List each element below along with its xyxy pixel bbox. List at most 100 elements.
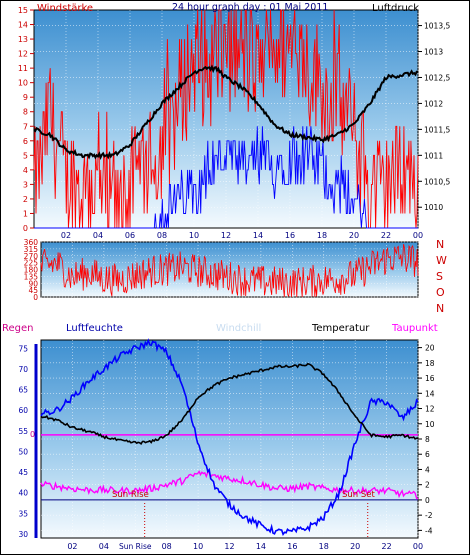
humidity-axis-tick-label: 45 — [18, 468, 28, 477]
temperature-axis-tick-label: 12 — [425, 405, 435, 414]
pressure-series-line — [33, 64, 418, 161]
legend-taupunkt: Taupunkt — [391, 323, 438, 334]
wind-axis-tick-label: 7 — [23, 122, 28, 131]
direction-axis-tick-label: 135 — [24, 272, 39, 281]
temp-time-axis-tick-label: 20 — [350, 542, 360, 551]
pressure-axis-tick-label: 1012,5 — [424, 73, 450, 82]
temp-time-axis-tick-label: 10 — [193, 542, 203, 551]
humidity-axis-tick-label: 60 — [18, 406, 28, 415]
temperature-axis-tick-label: 18 — [425, 359, 435, 368]
humidity-axis-tick-label: 75 — [18, 344, 28, 353]
wind-axis-tick-label: 15 — [18, 6, 28, 15]
dewpoint-series-line — [40, 470, 419, 500]
time-axis-tick-label: 06 — [125, 231, 135, 240]
legend-windchill: Windchill — [216, 323, 261, 334]
time-axis-tick-label: 02 — [61, 231, 71, 240]
temp-time-axis-tick-label: 16 — [287, 542, 297, 551]
temp-time-axis-tick-label: 14 — [256, 542, 266, 551]
wind-axis-tick-label: 13 — [18, 35, 28, 44]
wind-axis-tick-label: 3 — [23, 180, 28, 189]
pressure-axis-title: Luftdruck — [372, 3, 419, 14]
time-axis-tick-label: 12 — [221, 231, 231, 240]
temp-time-axis-tick-label: 18 — [319, 542, 329, 551]
temperature-series-line — [40, 362, 419, 445]
compass-label: W — [436, 254, 447, 267]
humidity-axis-tick-label: 65 — [18, 386, 28, 395]
direction-axis-tick-label: 180 — [24, 266, 39, 275]
temperature-axis-tick-label: 8 — [425, 435, 430, 444]
temperature-axis-tick-label: 4 — [425, 465, 430, 474]
time-axis-tick-label: 22 — [381, 231, 391, 240]
pressure-axis-tick-label: 1011 — [424, 151, 443, 160]
temperature-axis-tick-label: 6 — [425, 450, 430, 459]
wind-axis-tick-label: 14 — [18, 21, 28, 30]
wind-axis-tick-label: 4 — [23, 166, 28, 175]
time-axis-tick-label: 14 — [253, 231, 263, 240]
time-axis-tick-label: 10 — [189, 231, 199, 240]
pressure-axis-tick-label: 1010 — [424, 203, 443, 212]
temp-time-axis-tick-label: 08 — [162, 542, 172, 551]
wind-axis-tick-label: 2 — [23, 195, 28, 204]
time-axis-tick-label: 08 — [157, 231, 167, 240]
compass-label: N — [436, 302, 444, 315]
compass-label: S — [436, 270, 443, 283]
direction-axis-tick-label: 270 — [24, 252, 39, 261]
wind-axis-tick-label: 1 — [23, 209, 28, 218]
wind-axis-tick-label: 0 — [23, 224, 28, 233]
temperature-axis-tick-label: -4 — [425, 526, 433, 535]
wind-axis-tick-label: 5 — [23, 151, 28, 160]
pressure-axis-tick-label: 1013 — [424, 48, 443, 57]
humidity-axis-tick-label: 40 — [18, 489, 28, 498]
sun-set-label: Sun Set — [342, 490, 375, 500]
humidity-axis-tick-label: 35 — [18, 509, 28, 518]
time-axis-tick-label: 18 — [317, 231, 327, 240]
temp-time-axis-tick-label: 04 — [99, 542, 109, 551]
temperature-axis-tick-label: 0 — [425, 496, 430, 505]
direction-axis-tick-label: 0 — [33, 293, 38, 302]
wind-axis-tick-label: 11 — [18, 64, 28, 73]
direction-axis-tick-label: 90 — [28, 279, 38, 288]
legend-temperatur: Temperatur — [311, 323, 370, 334]
temp-time-axis-tick-label: 12 — [224, 542, 234, 551]
legend-regen: Regen — [2, 323, 34, 334]
legend-luftfeuchte: Luftfeuchte — [66, 323, 123, 334]
time-axis-tick-label: 16 — [285, 231, 295, 240]
wind-direction-series-line — [40, 244, 419, 298]
pressure-axis-tick-label: 1013,5 — [424, 22, 450, 31]
temperature-axis-tick-label: 10 — [425, 420, 435, 429]
pressure-axis-tick-label: 1010,5 — [424, 177, 450, 186]
data-layer — [33, 9, 419, 538]
direction-axis-tick-label: 45 — [28, 286, 38, 295]
compass-label: N — [436, 238, 444, 251]
wind-speed-series-line — [34, 126, 418, 229]
direction-axis-tick-label: 225 — [24, 259, 39, 268]
humidity-axis-tick-label: 55 — [18, 427, 28, 436]
page-title: 24 hour graph day : 01 Mai 2011 — [172, 2, 328, 13]
compass-label: O — [436, 286, 445, 299]
wind-axis-tick-label: 10 — [18, 79, 28, 88]
temp-time-axis-tick-label: 22 — [381, 542, 391, 551]
humidity-axis-tick-label: 50 — [18, 447, 28, 456]
wind-axis-tick-label: 6 — [23, 137, 28, 146]
temperature-axis-tick-label: 2 — [425, 481, 430, 490]
pressure-axis-tick-label: 1011,5 — [424, 125, 450, 134]
humidity-axis-tick-label: 30 — [18, 530, 28, 539]
sun-rise-label: Sun Rise — [112, 490, 149, 500]
wind-axis-tick-label: 9 — [23, 93, 28, 102]
direction-axis-tick-label: 360 — [24, 238, 39, 247]
temp-time-axis-tick-label: 00 — [413, 542, 423, 551]
temperature-axis-tick-label: 14 — [425, 389, 435, 398]
temperature-axis-tick-label: 20 — [425, 344, 435, 353]
temp-time-axis-tick-label: Sun Rise — [119, 542, 152, 551]
pressure-axis-tick-label: 1012 — [424, 99, 443, 108]
wind-axis-tick-label: 8 — [23, 108, 28, 117]
temp-time-axis-tick-label: 02 — [67, 542, 77, 551]
direction-axis-tick-label: 315 — [24, 245, 39, 254]
rain-zero-label: 0 — [30, 430, 35, 439]
time-axis-tick-label: 00 — [413, 231, 423, 240]
temperature-axis-tick-label: -2 — [425, 511, 433, 520]
wind-axis-tick-label: 12 — [18, 50, 28, 59]
time-axis-tick-label: 04 — [93, 231, 103, 240]
